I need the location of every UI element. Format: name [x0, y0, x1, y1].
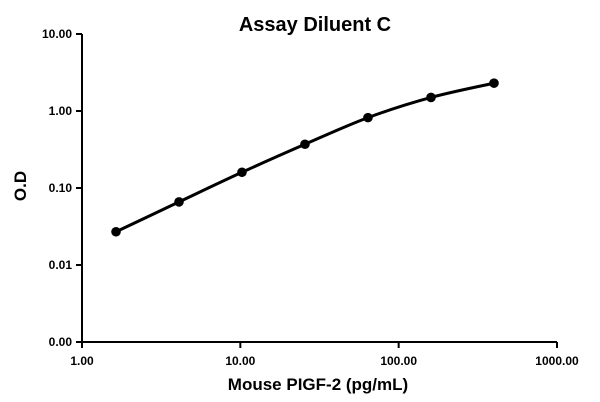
series-line	[114, 81, 496, 234]
x-axis-title: Mouse PIGF-2 (pg/mL)	[228, 375, 408, 394]
data-point	[174, 197, 184, 207]
y-axis-ticks	[76, 33, 82, 343]
y-tick-label: 0.01	[49, 258, 73, 272]
y-axis-title: O.D	[11, 171, 30, 201]
y-tick-label: 1.00	[49, 104, 73, 118]
data-point	[426, 92, 436, 103]
plot-area: 1.00 10.00 100.00 1000.00 0.000.010.101.001…	[42, 27, 579, 368]
data-point	[489, 78, 499, 88]
chart-title: Assay Diluent C	[239, 14, 391, 36]
y-tick-label: 0.10	[49, 181, 73, 195]
data-point	[300, 139, 310, 150]
x-tick-label: 1000.00	[535, 354, 579, 368]
x-tick-label: 10.00	[225, 354, 255, 368]
data-point	[237, 167, 247, 178]
y-axis-tick-labels: 0.00 0.01 0.10 1.00 10.00	[42, 27, 72, 349]
y-tick-label: 0.00	[49, 335, 73, 349]
data-point	[111, 226, 121, 237]
series-group	[111, 78, 499, 237]
x-tick-label: 1.00	[70, 354, 94, 368]
x-axis-tick-labels: 1.00 10.00 100.00 1000.00	[70, 354, 579, 368]
y-tick-label: 10.00	[42, 27, 72, 41]
data-point	[363, 112, 373, 123]
x-tick-label: 100.00	[380, 354, 417, 368]
